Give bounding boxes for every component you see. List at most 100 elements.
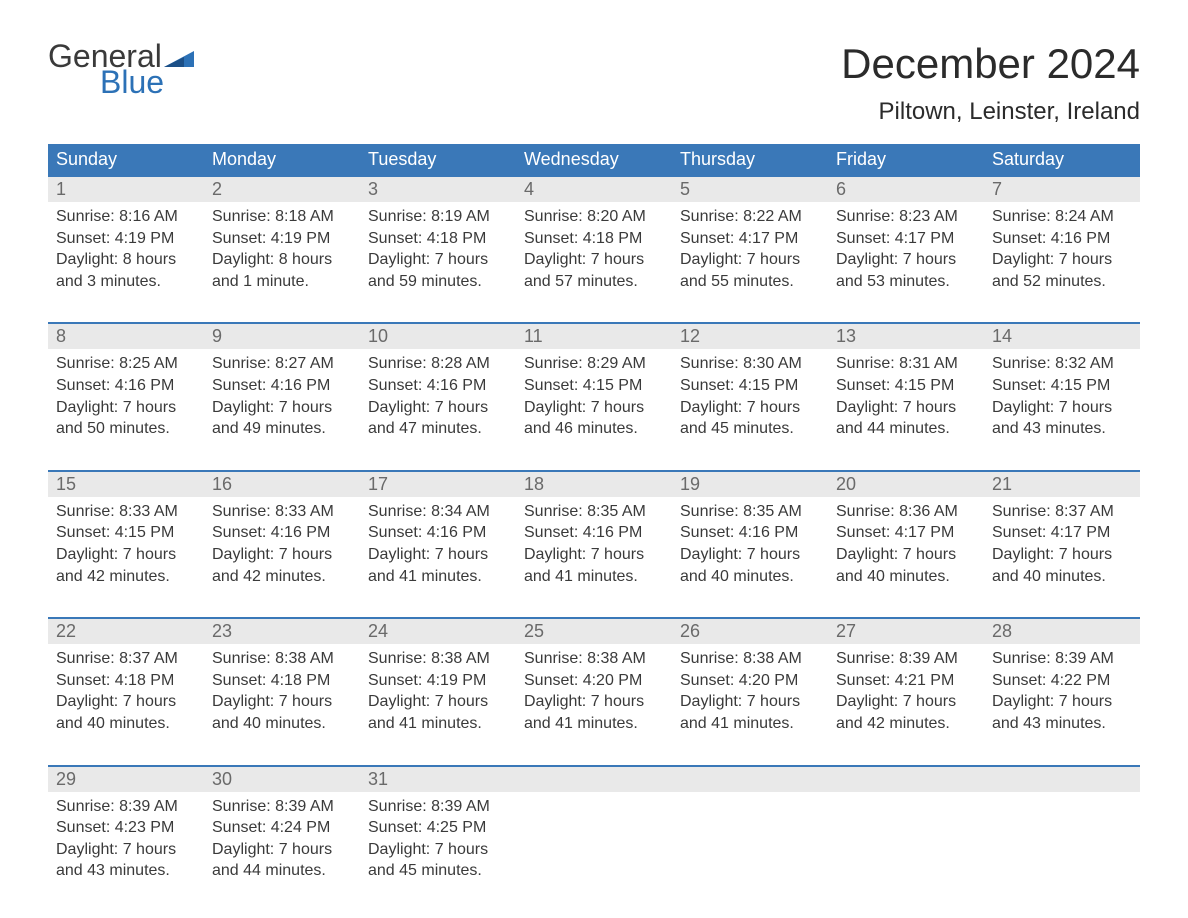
day-number: 18 — [516, 472, 672, 497]
sunset-text: Sunset: 4:24 PM — [212, 817, 352, 839]
daylight-text-line2: and 40 minutes. — [992, 566, 1132, 588]
sunrise-text: Sunrise: 8:23 AM — [836, 206, 976, 228]
daylight-text-line1: Daylight: 7 hours — [836, 544, 976, 566]
sunset-text: Sunset: 4:19 PM — [212, 228, 352, 250]
day-cell: Sunrise: 8:39 AMSunset: 4:22 PMDaylight:… — [984, 644, 1140, 734]
daylight-text-line1: Daylight: 7 hours — [368, 249, 508, 271]
week-row: 293031Sunrise: 8:39 AMSunset: 4:23 PMDay… — [48, 765, 1140, 882]
month-title: December 2024 — [841, 40, 1140, 88]
day-number: 22 — [48, 619, 204, 644]
daylight-text-line2: and 41 minutes. — [524, 713, 664, 735]
day-number: 17 — [360, 472, 516, 497]
day-cell: Sunrise: 8:37 AMSunset: 4:17 PMDaylight:… — [984, 497, 1140, 587]
sunset-text: Sunset: 4:22 PM — [992, 670, 1132, 692]
sunrise-text: Sunrise: 8:16 AM — [56, 206, 196, 228]
daylight-text-line2: and 50 minutes. — [56, 418, 196, 440]
day-number: 14 — [984, 324, 1140, 349]
sunrise-text: Sunrise: 8:29 AM — [524, 353, 664, 375]
daylight-text-line2: and 53 minutes. — [836, 271, 976, 293]
day-cell: Sunrise: 8:33 AMSunset: 4:16 PMDaylight:… — [204, 497, 360, 587]
daylight-text-line2: and 43 minutes. — [992, 418, 1132, 440]
day-number: 26 — [672, 619, 828, 644]
dow-tuesday: Tuesday — [360, 144, 516, 175]
daylight-text-line1: Daylight: 7 hours — [212, 544, 352, 566]
sunset-text: Sunset: 4:16 PM — [368, 375, 508, 397]
day-number: 13 — [828, 324, 984, 349]
sunset-text: Sunset: 4:18 PM — [368, 228, 508, 250]
daylight-text-line1: Daylight: 7 hours — [992, 397, 1132, 419]
daylight-text-line1: Daylight: 7 hours — [524, 397, 664, 419]
day-cell: Sunrise: 8:18 AMSunset: 4:19 PMDaylight:… — [204, 202, 360, 292]
dow-monday: Monday — [204, 144, 360, 175]
day-cell: Sunrise: 8:31 AMSunset: 4:15 PMDaylight:… — [828, 349, 984, 439]
sunrise-text: Sunrise: 8:19 AM — [368, 206, 508, 228]
sunset-text: Sunset: 4:16 PM — [368, 522, 508, 544]
day-body-row: Sunrise: 8:37 AMSunset: 4:18 PMDaylight:… — [48, 644, 1140, 734]
day-number: 10 — [360, 324, 516, 349]
sunset-text: Sunset: 4:20 PM — [524, 670, 664, 692]
day-cell: Sunrise: 8:32 AMSunset: 4:15 PMDaylight:… — [984, 349, 1140, 439]
daylight-text-line2: and 41 minutes. — [680, 713, 820, 735]
logo-text-blue: Blue — [100, 66, 194, 98]
week-row: 1234567Sunrise: 8:16 AMSunset: 4:19 PMDa… — [48, 175, 1140, 292]
sunrise-text: Sunrise: 8:31 AM — [836, 353, 976, 375]
day-cell: Sunrise: 8:28 AMSunset: 4:16 PMDaylight:… — [360, 349, 516, 439]
daylight-text-line1: Daylight: 7 hours — [368, 397, 508, 419]
day-number: 27 — [828, 619, 984, 644]
daylight-text-line2: and 47 minutes. — [368, 418, 508, 440]
sunrise-text: Sunrise: 8:25 AM — [56, 353, 196, 375]
day-number — [828, 767, 984, 792]
daylight-text-line2: and 52 minutes. — [992, 271, 1132, 293]
logo: General Blue — [48, 40, 194, 98]
day-number: 21 — [984, 472, 1140, 497]
sunset-text: Sunset: 4:16 PM — [56, 375, 196, 397]
daylight-text-line2: and 1 minute. — [212, 271, 352, 293]
sunrise-text: Sunrise: 8:20 AM — [524, 206, 664, 228]
day-cell: Sunrise: 8:38 AMSunset: 4:20 PMDaylight:… — [516, 644, 672, 734]
day-number: 11 — [516, 324, 672, 349]
daylight-text-line1: Daylight: 7 hours — [212, 691, 352, 713]
daylight-text-line2: and 55 minutes. — [680, 271, 820, 293]
sunset-text: Sunset: 4:18 PM — [524, 228, 664, 250]
day-number: 28 — [984, 619, 1140, 644]
dow-sunday: Sunday — [48, 144, 204, 175]
daylight-text-line2: and 44 minutes. — [212, 860, 352, 882]
day-cell: Sunrise: 8:24 AMSunset: 4:16 PMDaylight:… — [984, 202, 1140, 292]
week-row: 891011121314Sunrise: 8:25 AMSunset: 4:16… — [48, 322, 1140, 439]
day-cell: Sunrise: 8:25 AMSunset: 4:16 PMDaylight:… — [48, 349, 204, 439]
day-body-row: Sunrise: 8:25 AMSunset: 4:16 PMDaylight:… — [48, 349, 1140, 439]
sunrise-text: Sunrise: 8:30 AM — [680, 353, 820, 375]
daylight-text-line1: Daylight: 7 hours — [368, 691, 508, 713]
day-number — [672, 767, 828, 792]
daylight-text-line2: and 57 minutes. — [524, 271, 664, 293]
daylight-text-line1: Daylight: 7 hours — [836, 249, 976, 271]
daylight-text-line1: Daylight: 8 hours — [56, 249, 196, 271]
daylight-text-line1: Daylight: 7 hours — [212, 839, 352, 861]
day-cell: Sunrise: 8:16 AMSunset: 4:19 PMDaylight:… — [48, 202, 204, 292]
calendar: Sunday Monday Tuesday Wednesday Thursday… — [48, 144, 1140, 882]
day-number: 8 — [48, 324, 204, 349]
day-cell: Sunrise: 8:29 AMSunset: 4:15 PMDaylight:… — [516, 349, 672, 439]
day-number: 1 — [48, 177, 204, 202]
daylight-text-line2: and 43 minutes. — [992, 713, 1132, 735]
sunset-text: Sunset: 4:23 PM — [56, 817, 196, 839]
day-number-row: 22232425262728 — [48, 619, 1140, 644]
day-cell: Sunrise: 8:39 AMSunset: 4:23 PMDaylight:… — [48, 792, 204, 882]
sunrise-text: Sunrise: 8:38 AM — [524, 648, 664, 670]
sunset-text: Sunset: 4:16 PM — [680, 522, 820, 544]
sunrise-text: Sunrise: 8:39 AM — [56, 796, 196, 818]
daylight-text-line2: and 42 minutes. — [836, 713, 976, 735]
day-cell: Sunrise: 8:37 AMSunset: 4:18 PMDaylight:… — [48, 644, 204, 734]
daylight-text-line1: Daylight: 7 hours — [524, 544, 664, 566]
day-number — [516, 767, 672, 792]
daylight-text-line2: and 40 minutes. — [680, 566, 820, 588]
sunset-text: Sunset: 4:17 PM — [836, 228, 976, 250]
sunrise-text: Sunrise: 8:32 AM — [992, 353, 1132, 375]
day-body-row: Sunrise: 8:33 AMSunset: 4:15 PMDaylight:… — [48, 497, 1140, 587]
day-cell: Sunrise: 8:23 AMSunset: 4:17 PMDaylight:… — [828, 202, 984, 292]
daylight-text-line1: Daylight: 7 hours — [56, 839, 196, 861]
sunrise-text: Sunrise: 8:38 AM — [368, 648, 508, 670]
daylight-text-line1: Daylight: 7 hours — [680, 397, 820, 419]
daylight-text-line1: Daylight: 7 hours — [212, 397, 352, 419]
daylight-text-line2: and 45 minutes. — [680, 418, 820, 440]
